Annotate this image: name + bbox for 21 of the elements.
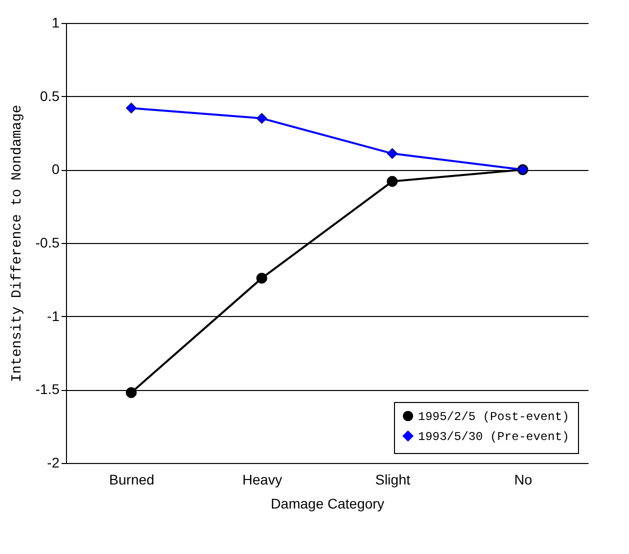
legend-label: 1995/2/5 (Post-event) (418, 410, 570, 424)
point (386, 148, 398, 160)
y-tick-label: -0.5 (35, 234, 60, 250)
x-axis-title: Damage Category (270, 496, 384, 512)
point (126, 102, 137, 114)
x-tick-label: No (514, 472, 532, 488)
x-tick-label: Slight (375, 472, 410, 488)
point (256, 112, 268, 124)
y-tick-label: 1 (52, 14, 60, 30)
y-tick-label: -1 (47, 308, 60, 324)
x-tick-label: Heavy (242, 472, 282, 488)
y-tick-label: 0 (52, 161, 60, 178)
y-tick-label: -2 (47, 454, 60, 470)
y-axis-title: Intensity Difference to Nondamage (9, 104, 26, 382)
point (126, 387, 137, 398)
y-tick-label: -1.5 (35, 381, 60, 398)
point (256, 272, 268, 284)
point (386, 176, 398, 187)
y-tick-label: 0.5 (40, 88, 60, 104)
legend-label: 1993/5/30 (Pre-event) (418, 430, 570, 444)
x-tick-label: Burned (109, 472, 154, 488)
